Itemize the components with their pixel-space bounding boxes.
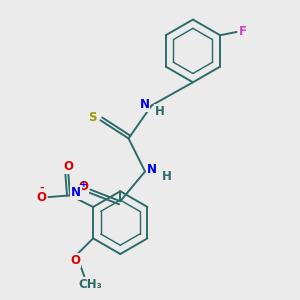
Text: H: H (155, 105, 165, 118)
Text: F: F (238, 26, 247, 38)
Text: N: N (140, 98, 149, 111)
Text: O: O (70, 254, 80, 267)
Text: S: S (88, 111, 97, 124)
Text: O: O (63, 160, 73, 173)
Text: +: + (80, 180, 88, 189)
Text: N: N (147, 163, 157, 176)
Text: N: N (71, 186, 81, 199)
Text: H: H (162, 170, 171, 183)
Text: O: O (36, 190, 46, 204)
Text: -: - (39, 183, 43, 193)
Text: O: O (78, 181, 88, 194)
Text: CH₃: CH₃ (78, 278, 102, 291)
